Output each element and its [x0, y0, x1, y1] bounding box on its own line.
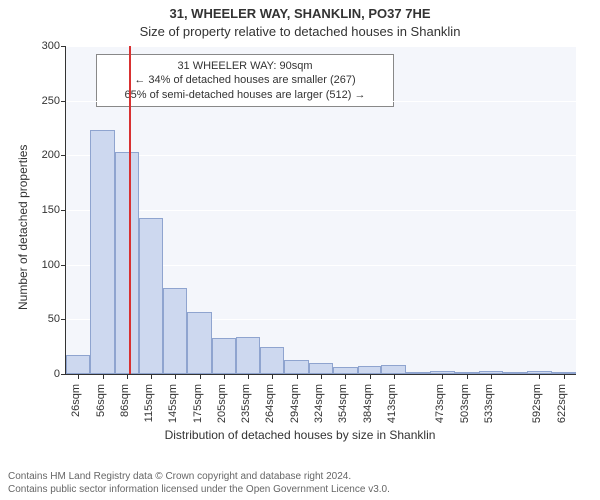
y-tick-label: 150 [42, 204, 60, 216]
x-tick-label: 622sqm [556, 384, 568, 423]
x-tick [564, 374, 565, 379]
histogram-bar [90, 130, 114, 374]
gridline [66, 101, 576, 102]
footer-line-2: Contains public sector information licen… [8, 484, 390, 497]
histogram-bar [115, 152, 139, 374]
gridline [66, 155, 576, 156]
x-tick [175, 374, 176, 379]
y-axis-title: Number of detached properties [16, 145, 30, 310]
x-tick-label: 503sqm [459, 384, 471, 423]
histogram-bar [236, 337, 260, 374]
x-tick-label: 205sqm [216, 384, 228, 423]
gridline [66, 46, 576, 47]
x-tick-label: 56sqm [95, 384, 107, 417]
histogram-bar [284, 360, 308, 374]
chart-container: 31, WHEELER WAY, SHANKLIN, PO37 7HE Size… [0, 0, 600, 500]
x-tick [151, 374, 152, 379]
footer-line-1: Contains HM Land Registry data © Crown c… [8, 471, 390, 484]
x-tick-label: 324sqm [313, 384, 325, 423]
histogram-bar [139, 218, 163, 374]
x-tick [224, 374, 225, 379]
x-tick-label: 592sqm [531, 384, 543, 423]
gridline [66, 210, 576, 211]
x-tick-label: 145sqm [167, 384, 179, 423]
histogram-bar [212, 338, 236, 374]
page-title: 31, WHEELER WAY, SHANKLIN, PO37 7HE [0, 6, 600, 21]
x-tick [248, 374, 249, 379]
x-tick [370, 374, 371, 379]
legend-line-2: ← 34% of detached houses are smaller (26… [105, 73, 385, 87]
legend-line-1: 31 WHEELER WAY: 90sqm [105, 59, 385, 73]
x-tick-label: 235sqm [240, 384, 252, 423]
footer: Contains HM Land Registry data © Crown c… [8, 471, 390, 496]
histogram-bar [187, 312, 211, 374]
x-tick [467, 374, 468, 379]
x-tick [345, 374, 346, 379]
x-axis-title: Distribution of detached houses by size … [0, 428, 600, 442]
x-tick-label: 473sqm [434, 384, 446, 423]
histogram-bar [163, 288, 187, 374]
x-tick [200, 374, 201, 379]
property-marker-line [129, 46, 131, 374]
page-subtitle: Size of property relative to detached ho… [0, 24, 600, 39]
y-tick-label: 300 [42, 40, 60, 52]
y-tick-label: 0 [54, 368, 60, 380]
x-tick-label: 294sqm [289, 384, 301, 423]
x-tick-label: 86sqm [119, 384, 131, 417]
x-tick-label: 115sqm [143, 384, 155, 422]
histogram-bar [358, 366, 382, 374]
y-tick-label: 100 [42, 259, 60, 271]
y-tick-label: 200 [42, 149, 60, 161]
x-tick-label: 413sqm [386, 384, 398, 423]
y-tick-label: 50 [48, 313, 60, 325]
y-axis-line [65, 46, 66, 374]
x-tick [491, 374, 492, 379]
x-tick-label: 533sqm [483, 384, 495, 423]
x-tick [272, 374, 273, 379]
x-tick [78, 374, 79, 379]
x-tick-label: 26sqm [70, 384, 82, 417]
x-tick [539, 374, 540, 379]
x-tick-label: 175sqm [192, 384, 204, 423]
histogram-bar [309, 363, 333, 374]
plot-area: 31 WHEELER WAY: 90sqm ← 34% of detached … [66, 46, 576, 374]
x-tick [127, 374, 128, 379]
x-tick-label: 384sqm [362, 384, 374, 423]
legend-box: 31 WHEELER WAY: 90sqm ← 34% of detached … [96, 54, 394, 107]
histogram-bar [260, 347, 284, 374]
x-tick-label: 264sqm [264, 384, 276, 423]
x-tick-label: 354sqm [337, 384, 349, 423]
x-tick [321, 374, 322, 379]
histogram-bar [381, 365, 405, 374]
x-tick [394, 374, 395, 379]
histogram-bar [66, 355, 90, 374]
x-tick [297, 374, 298, 379]
x-tick [103, 374, 104, 379]
x-tick [442, 374, 443, 379]
y-tick-label: 250 [42, 95, 60, 107]
